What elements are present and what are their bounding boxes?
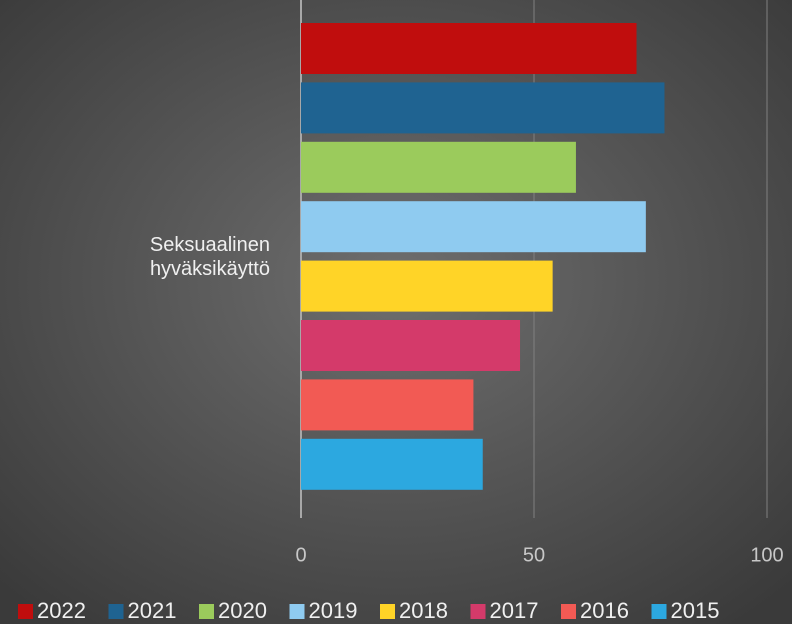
legend-swatch <box>561 604 576 619</box>
legend-label: 2020 <box>218 598 267 623</box>
y-tick-label-line: hyväksikäyttö <box>150 258 270 280</box>
y-tick-label-line: Seksuaalinen <box>150 234 270 256</box>
bar <box>301 201 646 253</box>
legend-label: 2016 <box>580 598 629 623</box>
y-tick-label: Seksuaalinen hyväksikäyttö <box>150 234 270 280</box>
legend-swatch <box>18 604 33 619</box>
legend-label: 2019 <box>309 598 358 623</box>
bar <box>301 141 576 193</box>
x-tick-label: 100 <box>750 544 783 566</box>
legend-label: 2022 <box>37 598 86 623</box>
legend-label: 2021 <box>128 598 177 623</box>
bar <box>301 438 483 490</box>
legend-swatch <box>289 604 305 619</box>
bar <box>301 320 521 371</box>
legend-swatch <box>651 604 667 619</box>
legend-swatch <box>470 604 486 619</box>
bar <box>301 82 665 134</box>
x-tick-label: 0 <box>295 544 306 566</box>
bar <box>301 260 553 312</box>
legend-label: 2015 <box>671 598 720 623</box>
legend-swatch <box>199 604 214 619</box>
legend-swatch <box>380 604 395 619</box>
legend-label: 2018 <box>399 598 448 623</box>
bar <box>301 23 637 74</box>
legend-label: 2017 <box>490 598 539 623</box>
bar <box>301 379 474 431</box>
x-tick-label: 50 <box>523 544 545 566</box>
legend-swatch <box>108 604 124 619</box>
